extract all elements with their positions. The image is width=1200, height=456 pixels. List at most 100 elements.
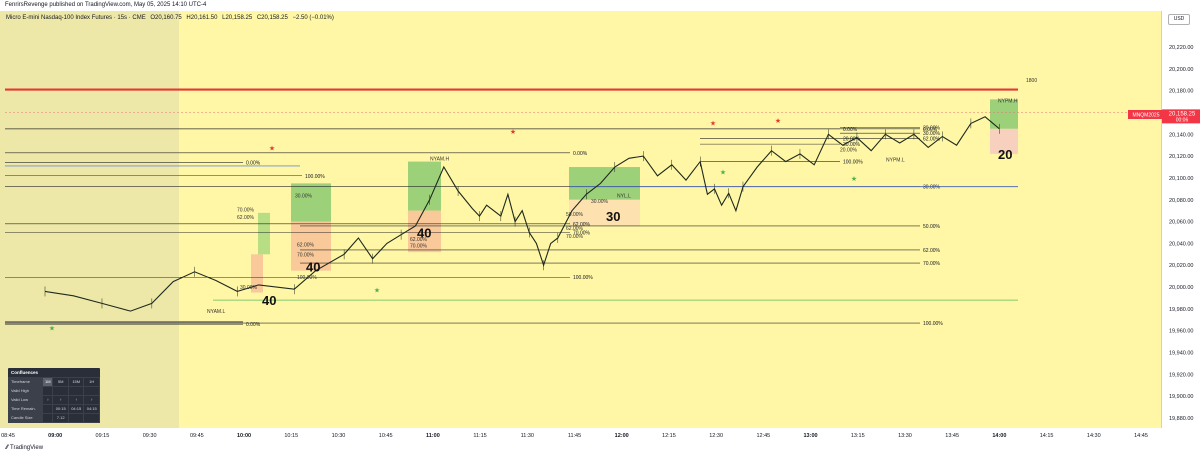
x-tick-label: 11:15: [473, 433, 486, 439]
confluence-cell: [67, 413, 85, 423]
x-tick-label: 11:30: [521, 433, 534, 439]
level-label: 62.00%: [923, 137, 941, 143]
time-axis-scale[interactable]: 08:45 09:00 09:15 09:30 09:45 10:00 10:15 10:30…: [0, 428, 1161, 442]
level-label: 20.00%: [843, 137, 861, 143]
x-tick-label: 13:00: [804, 433, 818, 439]
zone-number: 40: [417, 226, 431, 241]
chart-area[interactable]: 0.00% 100.00% 0.00% 100.00% 70.00% 62.00% 0.00…: [0, 11, 1161, 428]
star-marker-icon: ★: [851, 175, 857, 183]
x-tick-label: 14:45: [1134, 433, 1148, 439]
y-tick-label: 20,060.00: [1169, 220, 1193, 226]
fib-tag-label: 30.00%: [240, 285, 258, 291]
ohlc-high: H20,161.50: [186, 15, 218, 21]
confluence-cell: [42, 404, 54, 414]
symbol-legend[interactable]: Micro E-mini Nasdaq-100 Index Futures · …: [6, 15, 337, 21]
top-bar: FenrirsRevenge published on TradingView.…: [0, 0, 1200, 11]
confluence-cell: ↑: [52, 395, 69, 405]
confluence-title: Confluences: [11, 370, 39, 375]
y-tick-label: 20,120.00: [1169, 154, 1193, 160]
price-series[interactable]: [44, 116, 1000, 312]
level-label: 30.00%: [923, 131, 941, 137]
level-label: 70.00%: [923, 261, 941, 267]
level-label: 0.00%: [923, 127, 938, 133]
x-tick-label: 09:15: [96, 433, 110, 439]
level-label: 50.00%: [923, 224, 941, 230]
y-tick-label: 20,000.00: [1169, 285, 1193, 291]
confluence-cell: 1M: [42, 377, 54, 387]
zone-number: 20: [998, 147, 1012, 162]
ohlc-close: C20,158.25: [256, 15, 288, 21]
session-label: NYPM.L: [886, 157, 905, 163]
symbol-tag: MNQM2025: [1128, 109, 1164, 119]
star-marker-icon: ★: [374, 286, 380, 294]
level-label: 30.00%: [923, 185, 941, 191]
fib-tag-label: 20.00%: [840, 148, 858, 154]
x-tick-label: 13:45: [945, 433, 959, 439]
star-marker-icon: ★: [269, 144, 275, 152]
y-tick-label: 19,880.00: [1169, 416, 1193, 422]
confluence-row-label: Candle Size: [7, 413, 44, 423]
confluence-table: Confluences Timeframe 1M 5M 15M 1H Valid High…: [7, 368, 100, 423]
fib-tag-label: 62.00%: [566, 226, 584, 232]
confluence-cell: 1H: [83, 377, 100, 387]
confluence-cell: ↑: [67, 395, 85, 405]
time-axis[interactable]: 08:45 09:00 09:15 09:30 09:45 10:00 10:15 10:30…: [0, 428, 1161, 442]
y-tick-label: 19,980.00: [1169, 307, 1193, 313]
fib-tag-label: 62.00%: [237, 215, 255, 221]
y-tick-label: 20,020.00: [1169, 263, 1193, 269]
confluence-row-label: Time Remain.: [7, 404, 44, 414]
last-price-box: [1162, 109, 1200, 124]
zone-box: [569, 167, 640, 200]
zone-box: [291, 221, 331, 271]
tradingview-logo[interactable]: ⁄⁄ TradingView: [6, 445, 43, 451]
confluence-cell: [52, 386, 69, 396]
chart-plot[interactable]: 0.00% 100.00% 0.00% 100.00% 70.00% 62.00% 0.00…: [0, 11, 1161, 428]
x-tick-label: 14:30: [1087, 433, 1101, 439]
price-axis[interactable]: USD 20,220.0020,200.0020,180.0020,160.00…: [1161, 11, 1200, 428]
y-tick-label: 19,960.00: [1169, 329, 1193, 335]
tv-mark-icon: ⁄⁄: [6, 445, 9, 451]
star-marker-icon: ★: [510, 128, 516, 136]
level-label: 0.00%: [843, 127, 858, 133]
x-tick-label: 10:00: [237, 433, 251, 439]
x-tick-label: 12:15: [662, 433, 676, 439]
currency-button[interactable]: USD: [1168, 14, 1190, 25]
level-label: 100.00%: [843, 160, 863, 166]
zone-box: [258, 212, 270, 255]
confluence-grid: Timeframe 1M 5M 15M 1H Valid High Valid Low ↑ ↑ ↑…: [7, 377, 100, 423]
confluence-cell: 15M: [67, 377, 85, 387]
zone-box: [569, 199, 640, 226]
x-tick-label: 10:30: [332, 433, 346, 439]
x-tick-label: 12:30: [709, 433, 723, 439]
fib-tag-label: 62.00%: [410, 237, 428, 243]
footer: ⁄⁄ TradingView: [0, 442, 1200, 456]
level-label: 0.00%: [246, 322, 261, 328]
x-tick-label: 14:15: [1040, 433, 1054, 439]
zone-box: [990, 128, 1018, 154]
zone-box: [990, 99, 1018, 129]
session-label: NYAM.L: [207, 309, 225, 315]
x-tick-label: 13:30: [898, 433, 912, 439]
y-tick-label: 20,180.00: [1169, 89, 1193, 95]
level-label: 100.00%: [305, 174, 325, 180]
y-tick-label: 20,220.00: [1169, 45, 1193, 51]
fib-tag-label: 62.00%: [297, 243, 315, 249]
x-tick-label: 10:45: [379, 433, 393, 439]
brand-name: TradingView: [10, 445, 44, 451]
confluence-cell: 5M: [52, 377, 69, 387]
confluence-row-label: Valid High: [7, 386, 44, 396]
level-label: 30.00%: [843, 142, 861, 148]
symbol-name: Micro E-mini Nasdaq-100 Index Futures · …: [6, 15, 146, 21]
x-tick-label: 13:15: [851, 433, 865, 439]
level-label: 0.00%: [246, 161, 261, 167]
fib-tag-label: 30.00%: [295, 193, 313, 199]
premarket-shade: [0, 11, 179, 428]
price-axis-scale[interactable]: 20,220.0020,200.0020,180.0020,160.0020,1…: [1162, 11, 1200, 428]
confluence-cell: 04:15: [83, 404, 100, 414]
ohlc-change: −2.50 (−0.01%): [292, 15, 334, 21]
zone-box: [251, 254, 263, 293]
last-price-label: 20,158.25: [1169, 111, 1196, 117]
y-tick-label: 19,900.00: [1169, 394, 1193, 400]
zone-number: 40: [306, 259, 320, 274]
star-marker-icon: ★: [49, 325, 55, 333]
